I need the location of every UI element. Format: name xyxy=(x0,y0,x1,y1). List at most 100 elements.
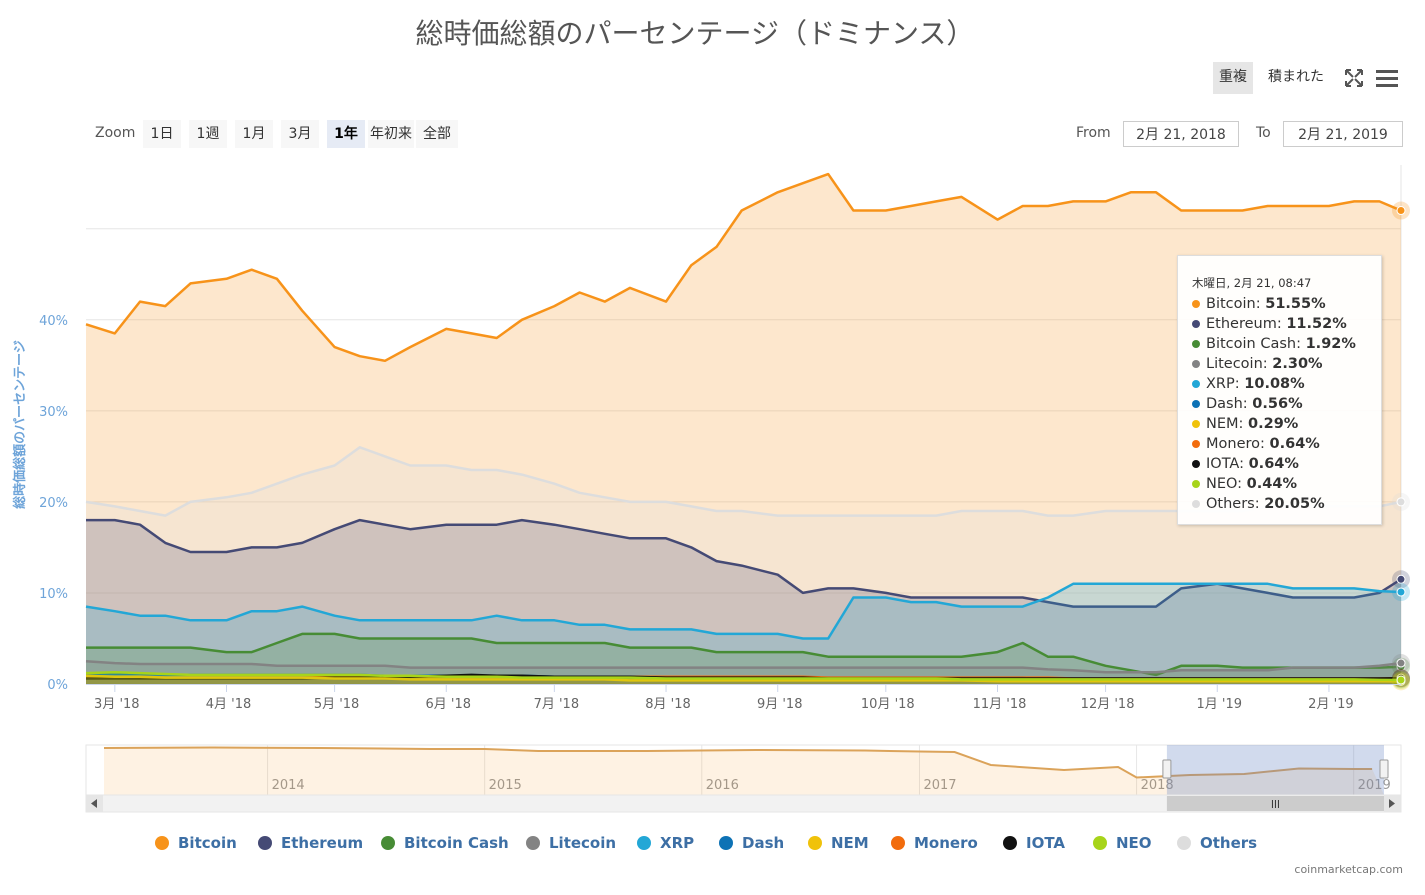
chart-tooltip: 木曜日, 2月 21, 08:47 Bitcoin: 51.55% Ethereu… xyxy=(1177,255,1382,525)
to-label: To xyxy=(1256,125,1271,141)
legend-item-bitcoin[interactable]: Bitcoin xyxy=(155,832,237,854)
zoom-button-1[interactable]: 1週 xyxy=(189,120,227,148)
legend-label: XRP xyxy=(660,834,695,852)
series-group xyxy=(85,172,1410,691)
series-dot-icon xyxy=(1192,400,1200,408)
legend-dot-icon xyxy=(719,836,733,850)
x-tick-label: 7月 '18 xyxy=(534,697,580,712)
x-tick-label: 5月 '18 xyxy=(314,697,360,712)
legend-item-neo[interactable]: NEO xyxy=(1093,832,1152,854)
from-date-input[interactable]: 2月 21, 2018 xyxy=(1123,121,1239,147)
legend-label: Monero xyxy=(914,834,978,852)
x-tick-label: 3月 '18 xyxy=(94,697,140,712)
chart-legend: Bitcoin Ethereum Bitcoin Cash Litecoin XRP Da… xyxy=(0,832,1425,854)
fullscreen-button[interactable] xyxy=(1340,62,1368,94)
hover-marker-others xyxy=(1396,497,1406,507)
tooltip-separator: : xyxy=(1296,336,1306,352)
scrollbar-grip-icon xyxy=(1271,800,1279,808)
tooltip-separator: : xyxy=(1242,396,1253,412)
legend-label: NEM xyxy=(831,834,869,852)
series-dot-icon xyxy=(1192,360,1200,368)
tooltip-series-name: Bitcoin Cash xyxy=(1206,336,1297,352)
x-tick-label: 9月 '18 xyxy=(757,697,803,712)
tooltip-separator: : xyxy=(1260,436,1270,452)
y-tick-label: 30% xyxy=(39,405,68,420)
series-dot-icon xyxy=(1192,340,1200,348)
tooltip-separator: : xyxy=(1254,496,1265,512)
y-tick-label: 40% xyxy=(39,314,68,329)
legend-dot-icon xyxy=(1177,836,1191,850)
navigator-year-label: 2014 xyxy=(272,778,305,793)
series-area-neo xyxy=(86,672,1401,684)
zoom-button-2[interactable]: 1月 xyxy=(235,120,273,148)
tooltip-series-name: Dash xyxy=(1206,396,1243,412)
scroll-right-icon xyxy=(1389,799,1395,808)
tooltip-row: NEM: 0.29% xyxy=(1192,414,1381,434)
legend-label: Ethereum xyxy=(281,834,364,852)
navigator-line xyxy=(103,746,1373,779)
y-axis-title: 総時価総額のパーセンテージ xyxy=(12,340,28,509)
overlap-mode-button[interactable]: 重複 xyxy=(1213,62,1253,94)
legend-item-bitcoin-cash[interactable]: Bitcoin Cash xyxy=(381,832,509,854)
navigator-left-handle[interactable] xyxy=(1162,759,1172,779)
tooltip-series-value: 0.56% xyxy=(1252,396,1303,412)
tooltip-separator: : xyxy=(1262,356,1273,372)
y-tick-label: 10% xyxy=(39,587,68,602)
navigator-year-label: 2019 xyxy=(1358,778,1391,793)
x-tick-label: 2月 '19 xyxy=(1308,697,1354,712)
from-label: From xyxy=(1076,125,1111,141)
tooltip-row: XRP: 10.08% xyxy=(1192,374,1381,394)
zoom-button-3[interactable]: 3月 xyxy=(281,120,319,148)
tooltip-series-value: 11.52% xyxy=(1286,316,1347,332)
legend-dot-icon xyxy=(155,836,169,850)
to-date-input[interactable]: 2月 21, 2019 xyxy=(1283,121,1403,147)
series-line-litecoin xyxy=(85,659,1402,674)
tooltip-row: Others: 20.05% xyxy=(1192,494,1381,514)
zoom-button-0[interactable]: 1日 xyxy=(143,120,181,148)
legend-item-iota[interactable]: IOTA xyxy=(1003,832,1065,854)
legend-item-nem[interactable]: NEM xyxy=(808,832,869,854)
tooltip-series-name: Monero xyxy=(1206,436,1261,452)
tooltip-series-name: Litecoin xyxy=(1206,356,1263,372)
hamburger-menu-icon xyxy=(1376,70,1398,87)
tooltip-separator: : xyxy=(1237,476,1247,492)
tooltip-series-value: 10.08% xyxy=(1244,376,1305,392)
legend-item-monero[interactable]: Monero xyxy=(891,832,978,854)
tooltip-series-name: NEO xyxy=(1206,476,1238,492)
legend-item-dash[interactable]: Dash xyxy=(719,832,784,854)
zoom-button-5[interactable]: 年初来 xyxy=(368,120,414,148)
legend-item-ethereum[interactable]: Ethereum xyxy=(258,832,363,854)
legend-item-others[interactable]: Others xyxy=(1177,832,1257,854)
hover-marker-xrp xyxy=(1396,587,1406,597)
legend-dot-icon xyxy=(258,836,272,850)
hover-marker-neo xyxy=(1396,675,1406,685)
legend-item-litecoin[interactable]: Litecoin xyxy=(526,832,616,854)
tooltip-row: Ethereum: 11.52% xyxy=(1192,314,1381,334)
legend-item-xrp[interactable]: XRP xyxy=(637,832,694,854)
navigator-year-label: 2018 xyxy=(1141,778,1174,793)
chart-menu-button[interactable] xyxy=(1372,62,1402,94)
zoom-button-4[interactable]: 1年 xyxy=(327,120,365,148)
tooltip-row: Dash: 0.56% xyxy=(1192,394,1381,414)
legend-label: Litecoin xyxy=(549,834,617,852)
x-tick-label: 4月 '18 xyxy=(206,697,252,712)
stacked-mode-button[interactable]: 積まれた xyxy=(1268,69,1324,85)
legend-label: NEO xyxy=(1116,834,1152,852)
zoom-button-6[interactable]: 全部 xyxy=(416,120,458,148)
hover-marker-litecoin xyxy=(1396,658,1406,668)
tooltip-series-name: XRP xyxy=(1206,376,1235,392)
tooltip-separator: : xyxy=(1238,416,1249,432)
legend-dot-icon xyxy=(1093,836,1107,850)
navigator-year-label: 2015 xyxy=(489,778,522,793)
legend-dot-icon xyxy=(808,836,822,850)
tooltip-header: 木曜日, 2月 21, 08:47 xyxy=(1192,276,1312,290)
tooltip-series-value: 1.92% xyxy=(1305,336,1356,352)
navigator-right-handle[interactable] xyxy=(1379,759,1389,779)
legend-dot-icon xyxy=(526,836,540,850)
credits-link[interactable]: coinmarketcap.com xyxy=(1294,863,1403,876)
series-line-nem xyxy=(85,674,1402,683)
fullscreen-icon xyxy=(1345,69,1363,87)
tooltip-series-name: Others xyxy=(1206,496,1255,512)
series-line-xrp xyxy=(85,582,1402,640)
